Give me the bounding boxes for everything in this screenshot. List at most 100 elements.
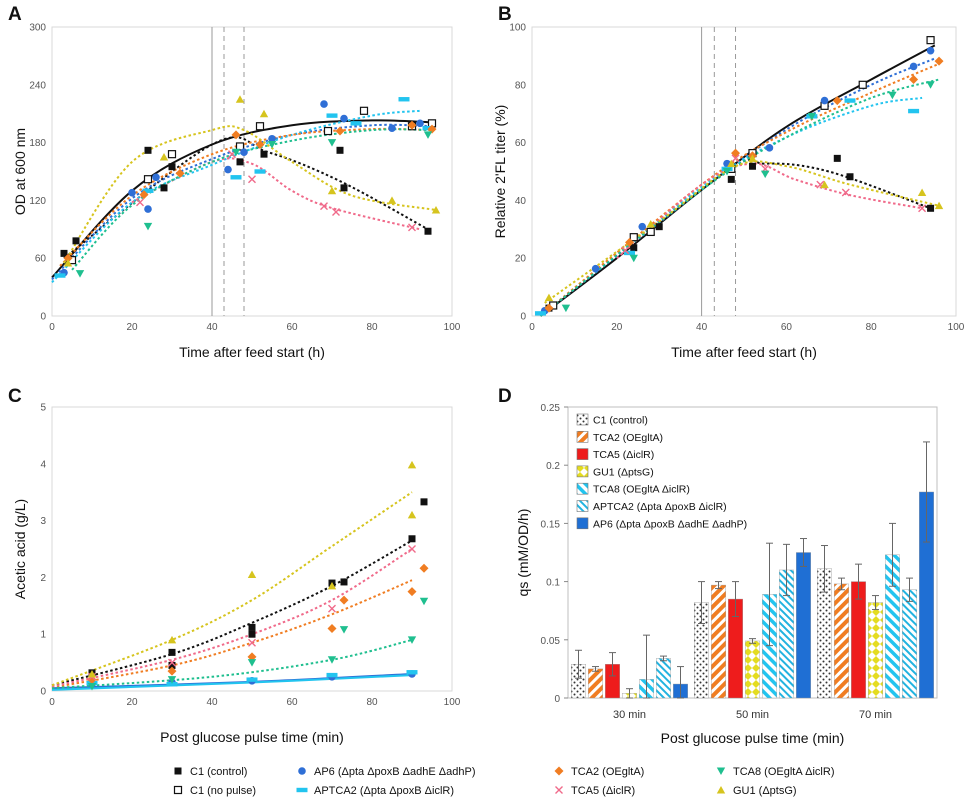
y-axis-label: OD at 600 nm bbox=[12, 128, 28, 215]
y-tick-label: 0.25 bbox=[541, 403, 561, 414]
data-point-tca2 bbox=[832, 96, 842, 106]
data-point-tca8 bbox=[419, 597, 429, 606]
data-point-gu1 bbox=[167, 635, 177, 644]
x-tick-label: 100 bbox=[444, 322, 461, 333]
panel-d: 0 0.05 0.1 0.15 0.2 0.25 30 min 50 min 70 min Pos… bbox=[515, 403, 938, 746]
legend-marker-tca8 bbox=[716, 767, 726, 775]
legend-label-gu1: GU1 (ΔptsG) bbox=[733, 785, 797, 797]
trend-line-aptca2 bbox=[51, 674, 413, 691]
data-point-tca5 bbox=[168, 658, 176, 667]
data-point-tca8 bbox=[339, 626, 349, 634]
y-tick-label: 3 bbox=[40, 516, 46, 527]
plot-frame bbox=[51, 406, 453, 692]
data-point-tca2 bbox=[934, 56, 944, 66]
data-point-tca5 bbox=[731, 154, 740, 163]
trend-line-tca8 bbox=[539, 78, 940, 317]
legend-label-tca8: TCA8 (OEgltA ΔiclR) bbox=[593, 484, 690, 496]
legend-marker-tca2 bbox=[554, 766, 564, 776]
data-point-tca5 bbox=[248, 638, 256, 647]
data-point-c1c bbox=[727, 175, 735, 183]
legend-label-ap6: AP6 (Δpta ΔpoxB ΔadhE ΔadhP) bbox=[593, 518, 747, 530]
data-point-ap6 bbox=[820, 96, 829, 105]
data-point-aptca2 bbox=[534, 311, 546, 316]
data-point-ap6 bbox=[765, 144, 774, 152]
data-point-aptca2 bbox=[624, 250, 636, 256]
x-axis-label: Time after feed start (h) bbox=[671, 344, 817, 360]
legend-swatch-tca2 bbox=[576, 430, 589, 443]
data-point-c1c bbox=[260, 150, 268, 158]
data-point-tca8 bbox=[231, 148, 241, 157]
bar-gu1 bbox=[745, 640, 760, 699]
y-axis-label: qs (mM/OD/h) bbox=[515, 509, 531, 597]
data-point-tca5 bbox=[621, 246, 630, 255]
data-point-gu1 bbox=[63, 259, 73, 267]
data-point-c1np bbox=[235, 142, 245, 151]
trend-line-c1c bbox=[51, 539, 413, 687]
data-point-c1c bbox=[160, 184, 168, 192]
panel-label-b: B bbox=[498, 4, 512, 25]
x-axis-label: Time after feed start (h) bbox=[179, 344, 325, 360]
data-point-ap6 bbox=[591, 264, 600, 273]
data-point-gu1 bbox=[748, 154, 757, 162]
legend-marker-ap6 bbox=[298, 767, 306, 775]
data-point-tca8 bbox=[327, 139, 337, 147]
data-point-tca8 bbox=[722, 168, 732, 176]
data-point-gu1 bbox=[934, 201, 944, 210]
data-point-c1np bbox=[359, 106, 369, 115]
legend-marker-tca5 bbox=[555, 786, 563, 794]
data-point-aptca2 bbox=[908, 108, 920, 114]
x-tick-label: 20 bbox=[611, 322, 623, 333]
legend-swatch-tca5 bbox=[576, 448, 589, 460]
data-point-aptca2 bbox=[166, 681, 178, 687]
data-point-tca8 bbox=[87, 682, 97, 691]
y-tick-label: 60 bbox=[35, 254, 47, 265]
data-point-ap6 bbox=[240, 148, 248, 157]
data-point-tca5 bbox=[328, 604, 336, 613]
data-point-c1np bbox=[858, 80, 867, 89]
y-tick-label: 0 bbox=[40, 312, 46, 323]
data-point-gu1 bbox=[646, 220, 655, 228]
x-tick-label: 20 bbox=[126, 322, 138, 333]
trend-line-gu1 bbox=[51, 491, 413, 687]
data-point-tca8 bbox=[407, 636, 417, 644]
x-tick-label: 80 bbox=[366, 697, 378, 708]
data-point-c1np bbox=[167, 150, 177, 159]
data-point-tca8 bbox=[75, 270, 85, 278]
bar-aptca2 bbox=[656, 658, 671, 699]
data-point-tca8 bbox=[267, 141, 277, 149]
trend-line-tca8 bbox=[71, 128, 433, 271]
legend-marker-gu1 bbox=[716, 786, 726, 794]
y-tick-label: 120 bbox=[29, 196, 46, 207]
data-point-c1c bbox=[168, 661, 176, 669]
x-tick-label: 0 bbox=[529, 322, 535, 333]
bar-tca2 bbox=[834, 583, 849, 699]
data-point-c1c bbox=[168, 163, 176, 171]
y-tick-label: 180 bbox=[29, 138, 46, 149]
data-point-gu1 bbox=[407, 510, 417, 519]
legend-swatch-aptca2 bbox=[576, 500, 589, 512]
legend-label-aptca2: APTCA2 (Δpta ΔpoxB ΔiclR) bbox=[593, 501, 727, 513]
data-point-tca8 bbox=[167, 676, 177, 684]
x-tick-label: 40 bbox=[696, 322, 708, 333]
data-point-tca8 bbox=[926, 81, 935, 89]
y-tick-label: 0 bbox=[554, 694, 560, 705]
data-point-tca8 bbox=[327, 656, 337, 664]
bar-tca2 bbox=[588, 668, 603, 699]
data-point-aptca2 bbox=[254, 169, 266, 174]
data-point-gu1 bbox=[159, 153, 169, 161]
legend-label-tca2: TCA2 (OEgltA) bbox=[593, 432, 663, 444]
bar-ap6 bbox=[796, 552, 811, 699]
data-point-ap6 bbox=[152, 173, 160, 182]
plot-frame bbox=[531, 26, 957, 317]
data-point-tca5 bbox=[136, 198, 144, 207]
legend-marker-aptca2 bbox=[296, 787, 308, 793]
data-point-tca8 bbox=[629, 254, 638, 263]
data-point-c1c bbox=[424, 227, 432, 235]
data-point-c1c bbox=[420, 498, 428, 506]
data-point-tca2 bbox=[327, 624, 337, 634]
y-tick-label: 240 bbox=[29, 80, 46, 91]
data-point-c1np bbox=[323, 126, 333, 136]
panel-c: 0 20 40 60 80 100 0 1 2 3 4 5 Post glucose pulse tim… bbox=[12, 403, 461, 746]
trend-line-gu1 bbox=[544, 160, 940, 304]
